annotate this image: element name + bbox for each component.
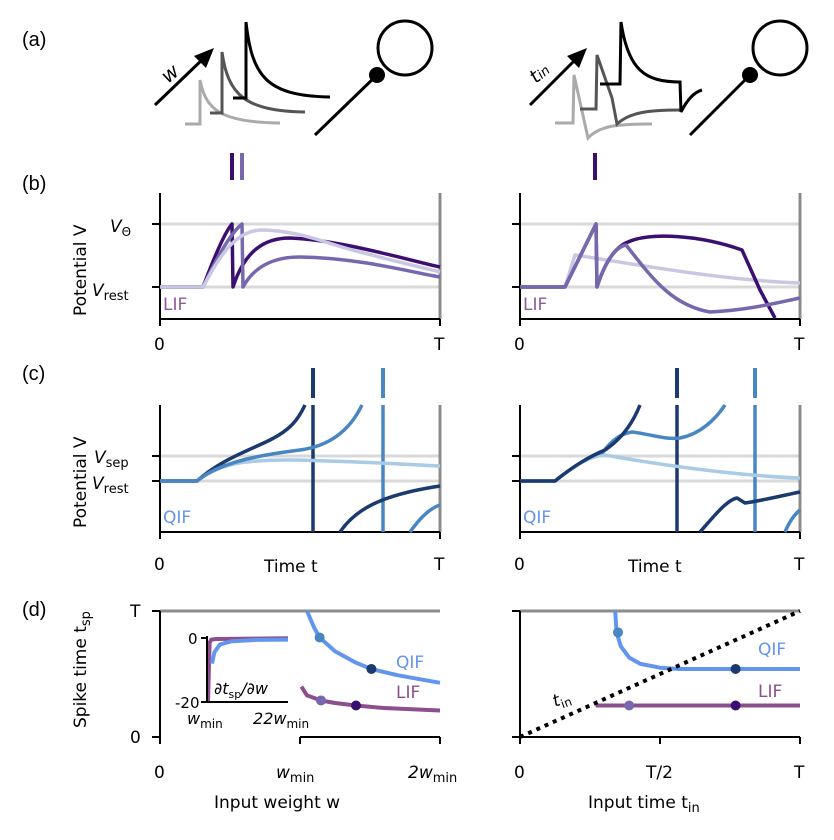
marker-qif xyxy=(613,627,623,638)
lif-trace-strong xyxy=(160,222,441,289)
inset-derivative: 0 -20 wmin 22wmin ∂tsp/∂w xyxy=(175,630,309,731)
arrow-head-icon xyxy=(567,48,587,68)
ytick-threshold: VΘ xyxy=(110,217,131,239)
marker-qif xyxy=(314,632,325,643)
weight-label: w xyxy=(156,59,184,88)
qif-trace-strong xyxy=(160,404,441,533)
schematic-time: tin xyxy=(525,19,809,142)
xtick-T: T xyxy=(793,555,805,575)
inset-xtick-2wmin: 22wmin xyxy=(253,709,309,731)
qif-trace-late xyxy=(520,404,801,534)
marker-qif xyxy=(366,663,377,674)
y-axis-label: Potential V xyxy=(71,436,91,528)
panel-c: Potential V Vsep Vrest QIF 0 T Time t QI… xyxy=(71,368,805,577)
xtick-T: T xyxy=(793,335,805,355)
series-t-in xyxy=(519,609,801,739)
axes-b-right xyxy=(519,193,800,320)
psp-early xyxy=(555,74,653,142)
xtick-T: T xyxy=(433,555,445,575)
model-label-qif: QIF xyxy=(163,508,191,528)
model-label-qif: QIF xyxy=(523,508,551,528)
weight-arrow xyxy=(153,55,207,107)
xtick-0: 0 xyxy=(154,555,165,575)
y-axis-label: Spike time tsp xyxy=(71,611,94,728)
legend-qif: QIF xyxy=(396,653,424,673)
time-arrow xyxy=(528,55,580,107)
x-axis-label: Time t xyxy=(627,557,682,577)
axes-d-right xyxy=(512,610,801,744)
x-axis-label-right: Input time tin xyxy=(588,793,700,816)
psp-middle xyxy=(580,54,681,127)
series-qif xyxy=(305,610,441,685)
lif-trace-medium xyxy=(160,222,441,289)
axes-c-left xyxy=(159,405,440,533)
legend-lif: LIF xyxy=(758,682,782,702)
arrow-head-icon xyxy=(194,48,214,68)
axon-line xyxy=(313,73,379,137)
qif-trace-middle xyxy=(520,404,802,533)
ytick-T: T xyxy=(129,602,141,622)
marker-lif xyxy=(316,695,326,706)
xtick-0: 0 xyxy=(514,335,525,355)
xtick-0: 0 xyxy=(154,763,165,783)
series-qif xyxy=(210,637,289,665)
xtick-wmin: wmin xyxy=(276,763,314,786)
panel-label-d: (d) xyxy=(22,599,46,621)
plot-d-right xyxy=(519,609,801,739)
marker-lif xyxy=(730,700,741,711)
axes-d-left-x xyxy=(159,736,441,744)
lif-trace-middle xyxy=(520,222,801,314)
legend-lif: LIF xyxy=(396,683,420,703)
panel-label-b: (b) xyxy=(22,173,46,195)
axon-line xyxy=(688,73,752,137)
ytick-rest: Vrest xyxy=(92,474,129,497)
y-axis-label: Potential V xyxy=(71,224,91,316)
series-lif xyxy=(299,685,441,713)
ytick-sep: Vsep xyxy=(94,448,129,471)
psp-late xyxy=(600,21,703,113)
x-axis-label-left: Input weight w xyxy=(214,793,340,813)
axes-d-left-y xyxy=(152,610,161,738)
diagonal-label: tin xyxy=(550,687,574,714)
psp-medium xyxy=(210,51,306,115)
panel-d: Spike time tsp T 0 0 wmin 2wmin Input we… xyxy=(71,602,805,816)
model-label-lif: LIF xyxy=(163,295,187,315)
legend-qif: QIF xyxy=(758,640,786,660)
schematic-weight: w xyxy=(153,19,434,137)
xtick-0: 0 xyxy=(514,763,525,783)
marker-lif xyxy=(624,700,635,711)
lif-trace-weak xyxy=(160,228,441,289)
panel-label-c: (c) xyxy=(22,363,45,385)
inset-axes xyxy=(201,636,288,703)
qif-trace-medium xyxy=(160,404,441,534)
panel-label-a: (a) xyxy=(22,29,46,51)
psp-large xyxy=(233,21,331,100)
ytick-rest: Vrest xyxy=(92,281,129,304)
xtick-0: 0 xyxy=(154,335,165,355)
inset-xtick-wmin: wmin xyxy=(187,709,223,731)
marker-qif xyxy=(730,663,741,674)
neuron-soma-icon xyxy=(751,19,809,77)
inset-ytick-0: 0 xyxy=(188,630,198,648)
x-axis-label: Time t xyxy=(263,557,318,577)
marker-lif xyxy=(351,700,361,711)
xtick-2wmin: 2wmin xyxy=(408,763,457,786)
plot-d-left xyxy=(299,610,441,713)
xtick-0: 0 xyxy=(514,555,525,575)
xtick-T: T xyxy=(793,763,805,783)
panel-b: Potential V VΘ Vrest LIF 0 T LIF 0 T xyxy=(71,153,805,355)
ytick-0: 0 xyxy=(130,728,141,748)
xtick-T-half: T/2 xyxy=(645,763,673,783)
neuron-soma-icon xyxy=(376,19,434,77)
psp-small xyxy=(185,79,281,126)
inset-ylabel: ∂tsp/∂w xyxy=(214,679,269,701)
axes-c-right xyxy=(519,405,800,533)
model-label-lif: LIF xyxy=(523,295,547,315)
xtick-T: T xyxy=(433,335,445,355)
inset-ytick-minus20: -20 xyxy=(175,694,200,712)
